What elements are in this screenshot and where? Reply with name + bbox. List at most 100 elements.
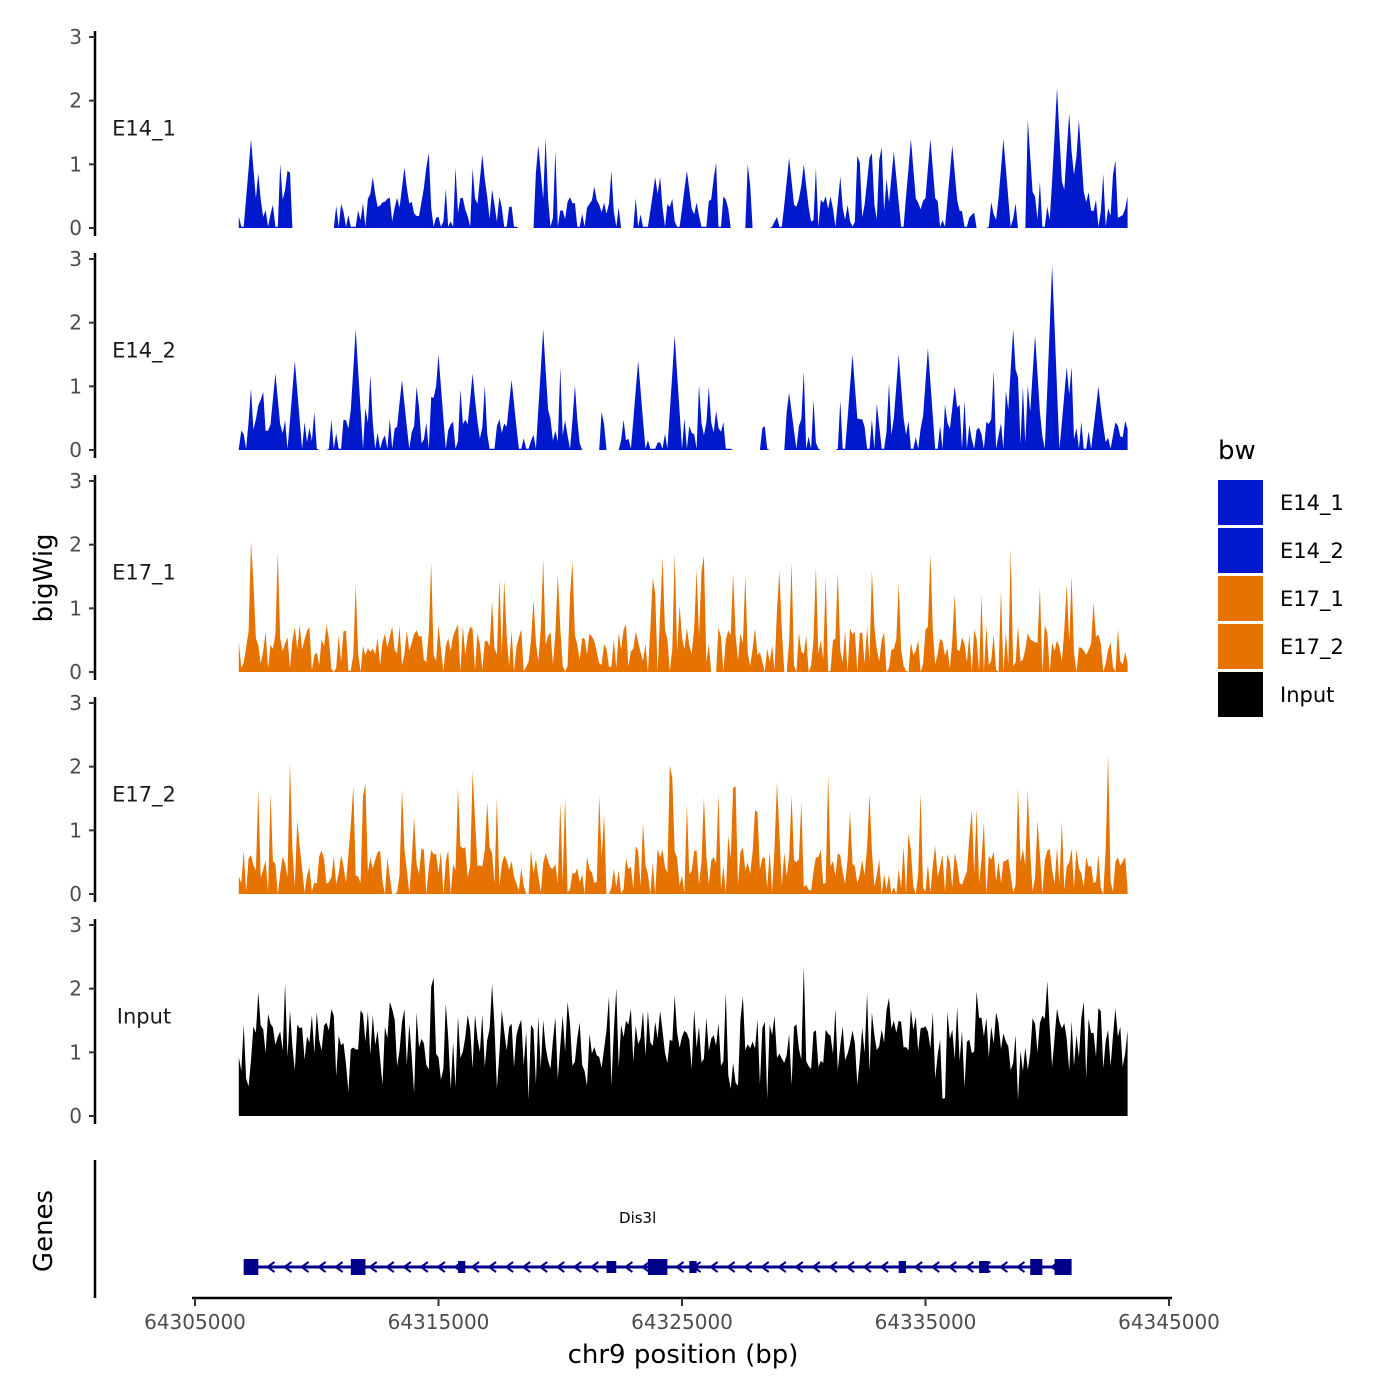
track-label: E17_2 xyxy=(112,783,176,808)
x-tick-label: 64335000 xyxy=(875,1310,977,1334)
y-tick-label: 3 xyxy=(69,247,82,271)
strand-chevron xyxy=(708,1261,719,1273)
legend-label: E17_1 xyxy=(1280,587,1344,612)
signal-area-e17-2 xyxy=(238,754,1128,894)
gene-exon xyxy=(689,1261,697,1273)
strand-chevron xyxy=(760,1261,770,1273)
strand-chevron xyxy=(845,1261,855,1273)
y-tick-label: 0 xyxy=(69,216,82,240)
strand-chevron xyxy=(623,1261,634,1273)
legend-swatch xyxy=(1218,528,1263,573)
signal-tracks: 0 1 2 3 E14_1 0 1 2 3 E14_2 0 1 2 3 E17_1 0 1 2 3 E17_2 0 1 2 3… xyxy=(69,25,1128,1128)
y-tick-label: 2 xyxy=(69,533,82,557)
strand-chevron xyxy=(487,1261,497,1273)
strand-chevron xyxy=(794,1261,804,1273)
strand-chevron xyxy=(777,1261,787,1273)
strand-chevron xyxy=(470,1261,480,1273)
strand-chevron xyxy=(521,1261,531,1273)
y-tick-label: 2 xyxy=(69,755,82,779)
strand-chevron xyxy=(930,1261,940,1273)
strand-chevron xyxy=(913,1261,923,1273)
legend-label: E14_2 xyxy=(1280,539,1344,564)
track-input: 0 1 2 3 Input xyxy=(69,913,1128,1128)
x-tick-label: 64305000 xyxy=(144,1310,246,1334)
legend-label: E14_1 xyxy=(1280,491,1344,516)
strand-chevron xyxy=(402,1261,412,1273)
strand-chevron xyxy=(879,1261,889,1273)
gene-exon xyxy=(898,1261,907,1273)
strand-chevron xyxy=(743,1261,753,1273)
track-label: E14_1 xyxy=(112,117,176,142)
strand-chevron xyxy=(828,1261,838,1273)
x-axis: 64305000 64315000 64325000 64335000 64345000 xyxy=(144,1296,1220,1334)
strand-chevron xyxy=(333,1261,344,1273)
track-label: E17_1 xyxy=(112,561,176,586)
strand-chevron xyxy=(282,1261,293,1273)
signal-area-e14-1 xyxy=(238,87,1128,229)
gene-exon xyxy=(457,1261,466,1273)
y-tick-label: 2 xyxy=(69,89,82,113)
legend-swatch xyxy=(1218,480,1263,525)
x-tick-label: 64315000 xyxy=(388,1310,490,1334)
y-tick-label: 1 xyxy=(69,818,82,842)
track-e14-2: 0 1 2 3 E14_2 xyxy=(69,247,1128,462)
y-tick-label: 3 xyxy=(69,913,82,937)
strand-chevron xyxy=(265,1261,276,1273)
legend-swatch xyxy=(1218,672,1263,717)
signal-area-input xyxy=(238,966,1128,1116)
y-tick-label: 1 xyxy=(69,152,82,176)
gene-exon xyxy=(243,1259,259,1275)
y-tick-label: 3 xyxy=(69,469,82,493)
genes-axis-title: Genes xyxy=(29,1190,59,1272)
y-tick-label: 0 xyxy=(69,882,82,906)
strand-chevron xyxy=(368,1261,378,1273)
strand-chevron xyxy=(947,1261,957,1273)
strand-chevron xyxy=(964,1261,974,1273)
y-tick-label: 2 xyxy=(69,977,82,1001)
y-tick-label: 1 xyxy=(69,374,82,398)
x-tick-label: 64325000 xyxy=(631,1310,733,1334)
gene-exon xyxy=(350,1259,366,1275)
gene-panel: Dis3l xyxy=(93,1160,1072,1298)
strand-chevron xyxy=(555,1261,565,1273)
strand-chevron xyxy=(299,1261,310,1273)
strand-chevron xyxy=(998,1261,1009,1273)
strand-chevron xyxy=(1015,1261,1026,1273)
strand-chevron xyxy=(674,1261,685,1273)
x-tick-label: 64345000 xyxy=(1118,1310,1220,1334)
gene-exon xyxy=(1030,1259,1043,1275)
strand-chevron xyxy=(385,1261,395,1273)
y-tick-label: 1 xyxy=(69,1040,82,1064)
legend-label: E17_2 xyxy=(1280,635,1344,660)
track-e14-1: 0 1 2 3 E14_1 xyxy=(69,25,1128,240)
track-label: E14_2 xyxy=(112,339,176,364)
signal-area-e17-1 xyxy=(238,542,1128,672)
y-tick-label: 3 xyxy=(69,25,82,49)
y-tick-label: 1 xyxy=(69,596,82,620)
gene-exon xyxy=(979,1261,989,1273)
strand-chevron xyxy=(862,1261,872,1273)
gene-exon xyxy=(606,1261,617,1273)
legend-swatch xyxy=(1218,624,1263,669)
y-tick-label: 0 xyxy=(69,438,82,462)
legend-title: bw xyxy=(1218,436,1256,466)
strand-chevron xyxy=(640,1261,651,1273)
track-label: Input xyxy=(117,1005,171,1029)
strand-chevron xyxy=(572,1261,582,1273)
y-tick-label: 3 xyxy=(69,691,82,715)
strand-chevron xyxy=(538,1261,548,1273)
legend: bw E14_1 E14_2 E17_1 E17_2 Input xyxy=(1218,436,1344,717)
track-e17-2: 0 1 2 3 E17_2 xyxy=(69,691,1128,906)
gene-exon xyxy=(1054,1259,1072,1275)
gene-exon xyxy=(647,1259,668,1275)
strand-chevron xyxy=(419,1261,429,1273)
strand-chevron xyxy=(725,1261,736,1273)
legend-swatch xyxy=(1218,576,1263,621)
y-tick-label: 2 xyxy=(69,311,82,335)
strand-chevron xyxy=(504,1261,514,1273)
y-tick-label: 0 xyxy=(69,1104,82,1128)
strand-chevron xyxy=(436,1261,446,1273)
strand-chevron xyxy=(316,1261,327,1273)
legend-label: Input xyxy=(1280,683,1334,707)
